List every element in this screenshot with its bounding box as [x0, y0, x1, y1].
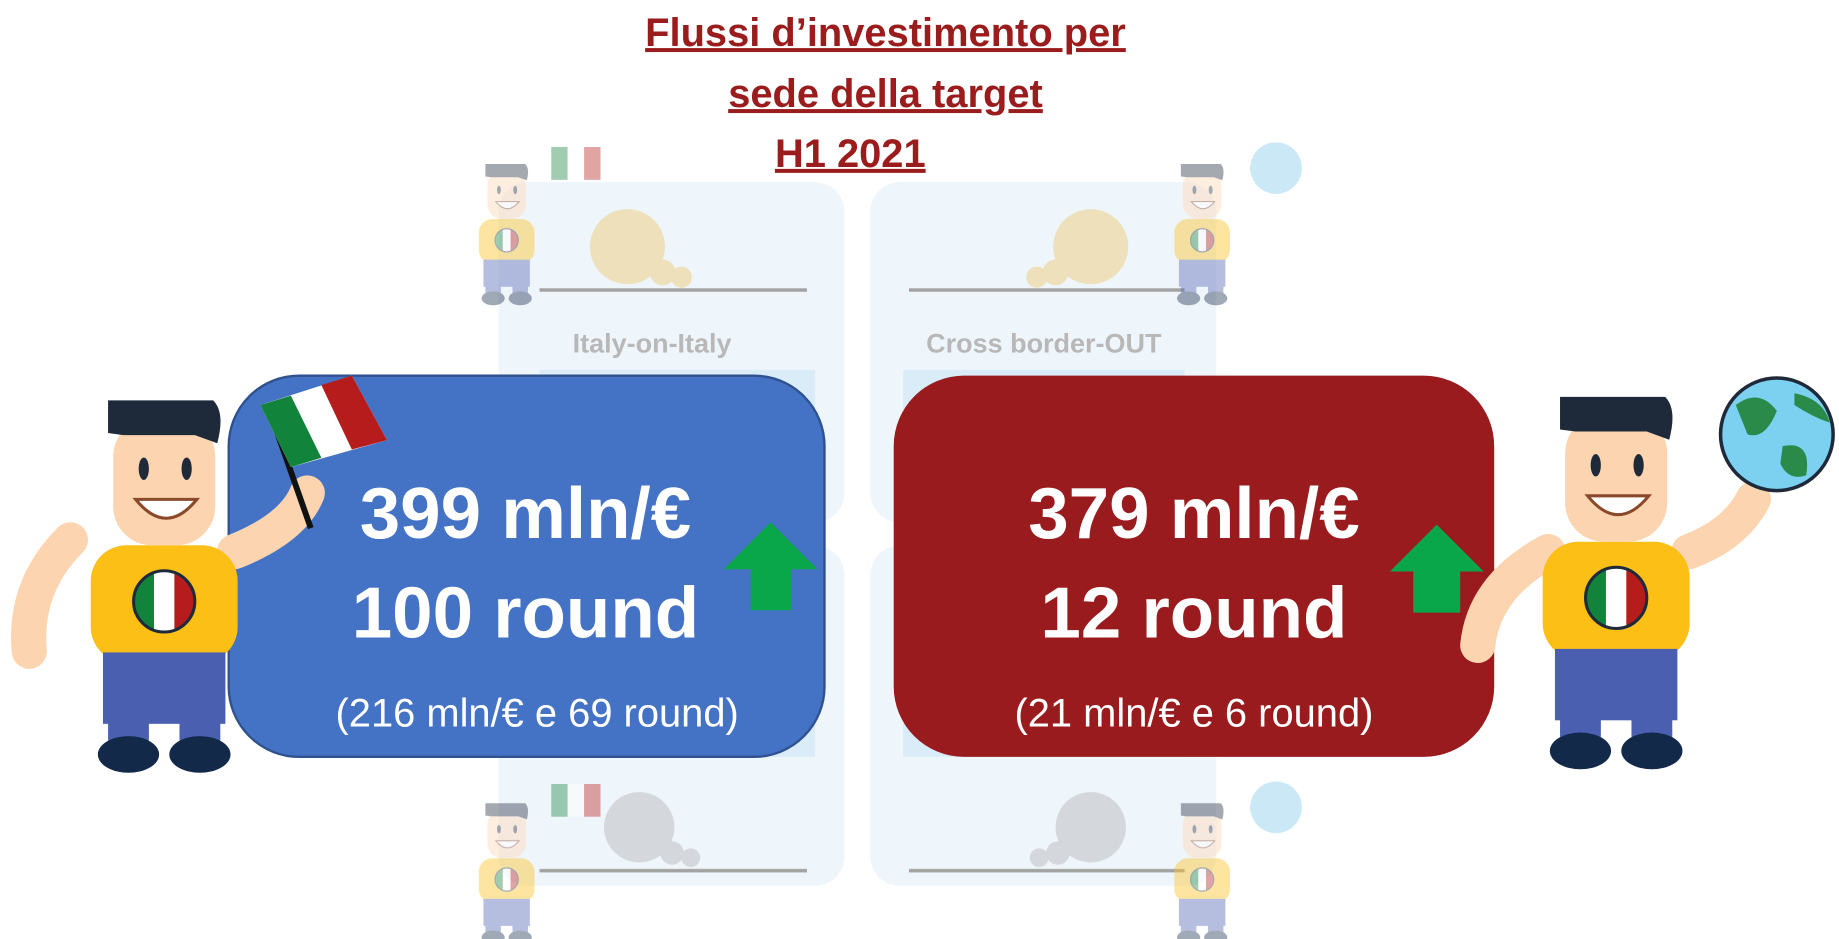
title-line: sede della target — [728, 72, 1043, 116]
up-arrow — [1389, 524, 1484, 613]
card-amount: 379 mln/€ — [1028, 473, 1359, 554]
person-right — [1460, 376, 1835, 769]
up-arrow — [723, 522, 818, 611]
card-previous: (21 mln/€ e 6 round) — [1014, 691, 1373, 735]
title-line: Flussi d’investimento per — [645, 11, 1126, 55]
card-previous: (216 mln/€ e 69 round) — [336, 691, 739, 735]
mini-flag — [551, 783, 601, 817]
person-left — [11, 375, 388, 773]
card-cross-border — [893, 375, 1495, 757]
coin-icon — [604, 792, 701, 868]
mini-flag — [551, 146, 601, 180]
background-label: Italy-on-Italy — [573, 328, 732, 358]
faded-icons — [479, 142, 1302, 939]
coin-icon — [1029, 792, 1126, 868]
card-rounds: 12 round — [1040, 573, 1347, 654]
card-rounds: 100 round — [352, 573, 699, 654]
mini-globe — [1250, 142, 1302, 194]
mini-globe — [1250, 781, 1302, 834]
background-label: Cross border-OUT — [926, 328, 1162, 358]
card-amount: 399 mln/€ — [360, 473, 691, 554]
title-line: H1 2021 — [775, 132, 926, 176]
